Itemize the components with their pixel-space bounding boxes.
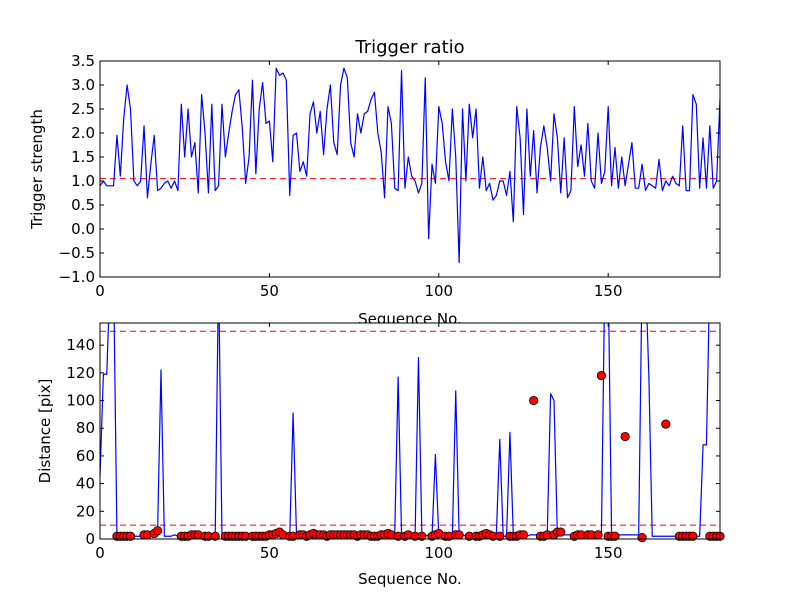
y-tick-label: 2.0 [71, 124, 95, 142]
y-tick-label: 140 [66, 336, 95, 354]
data-marker [610, 531, 620, 541]
y-tick-label: 120 [66, 364, 95, 382]
chart-title: Trigger ratio [354, 37, 464, 58]
data-marker [495, 531, 505, 541]
x-tick-label: 0 [95, 544, 105, 562]
plot-area [100, 323, 720, 539]
data-marker [593, 530, 603, 540]
x-tick-label: 100 [424, 544, 453, 562]
data-marker [454, 530, 464, 540]
x-tick-label: 50 [260, 544, 279, 562]
data-marker [620, 431, 630, 442]
data-marker [210, 531, 220, 541]
x-tick-label: 150 [594, 544, 623, 562]
y-tick-label: 0.0 [71, 220, 95, 238]
trigger-ratio-chart: Trigger ratio 0 50 100 150 −1.0 −0.5 0.0 0.5 1.0… [28, 37, 721, 328]
data-marker [661, 419, 671, 429]
y-tick-label: 1.0 [71, 172, 95, 190]
y-tick-label: 20 [76, 502, 95, 520]
x-tick-label: 150 [594, 282, 623, 300]
data-marker [152, 526, 163, 536]
data-marker [637, 533, 647, 543]
data-marker [417, 531, 427, 541]
data-marker [518, 530, 529, 540]
y-tick-label: 0.5 [71, 196, 95, 214]
x-tick-label: 50 [260, 282, 279, 300]
y-tick-label: 2.5 [71, 100, 95, 118]
data-marker [596, 371, 607, 381]
threshold-lines [100, 330, 720, 526]
markers [112, 371, 725, 543]
distance-chart: 0 50 100 150 0 20 40 60 80 100 120 140 Sequence No.… [36, 322, 725, 588]
y-tick-label: 3.5 [71, 52, 95, 70]
data-marker [556, 527, 566, 537]
y-tick-label: 80 [76, 419, 95, 437]
y-tick-label: 40 [76, 475, 95, 493]
x-tick-label: 100 [424, 282, 453, 300]
plot-frame [99, 60, 721, 278]
y-tick-label: 1.5 [71, 148, 95, 166]
data-marker [125, 531, 136, 541]
x-axis-label: Sequence No. [358, 570, 462, 588]
data-marker [529, 395, 539, 406]
y-axis-label: Distance [pix] [36, 379, 54, 484]
tick-labels: 0 50 100 150 −1.0 −0.5 0.0 0.5 1.0 1.5 2.0 2.5 3.0 3.… [59, 52, 623, 300]
y-tick-label: 60 [76, 447, 95, 465]
data-marker [688, 531, 698, 541]
y-tick-label: −0.5 [59, 244, 95, 262]
series-line [100, 67, 720, 264]
y-tick-label: 100 [66, 392, 95, 410]
tick-labels: 0 50 100 150 0 20 40 60 80 100 120 140 [66, 336, 622, 562]
y-axis-label: Trigger strength [28, 109, 46, 230]
x-tick-label: 0 [95, 282, 105, 300]
y-tick-label: 0 [85, 530, 95, 548]
y-tick-label: −1.0 [59, 268, 95, 286]
plot-frame [99, 322, 721, 540]
series-lines [100, 67, 720, 264]
y-tick-label: 3.0 [71, 76, 95, 94]
